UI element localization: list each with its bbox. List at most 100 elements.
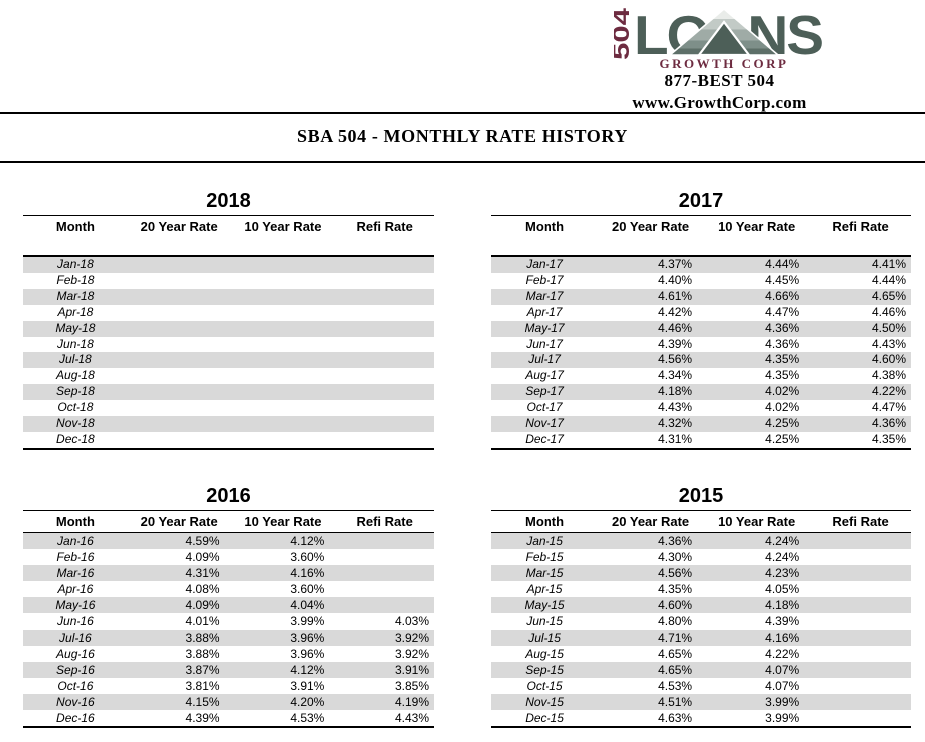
rate-cell: 4.71% — [598, 629, 704, 646]
month-cell: Mar-15 — [491, 565, 599, 582]
rate-cell: 4.65% — [810, 288, 911, 305]
column-header-10yr: 10 Year Rate — [230, 511, 336, 533]
table-row: Jul-18 — [23, 352, 434, 369]
table-row: Nov-18 — [23, 416, 434, 432]
rate-cell: 4.41% — [810, 255, 911, 273]
page-title: SBA 504 - MONTHLY RATE HISTORY — [297, 126, 628, 146]
rate-cell: 4.19% — [335, 693, 434, 711]
rate-cell — [335, 549, 434, 565]
month-cell: Apr-16 — [57, 582, 94, 597]
month-cell: Feb-15 — [525, 550, 564, 565]
month-cell: Mar-17 — [491, 288, 599, 305]
month-cell: Dec-15 — [491, 710, 599, 729]
rate-cell: 4.35% — [810, 431, 911, 450]
rate-cell — [810, 646, 911, 662]
rate-cell — [335, 368, 434, 384]
rate-table: Month 20 Year Rate 10 Year Rate Refi Rat… — [23, 216, 434, 450]
rate-cell — [231, 368, 336, 384]
month-cell: May-15 — [491, 597, 599, 614]
header-row: Month 20 Year Rate 10 Year Rate Refi Rat… — [23, 216, 434, 256]
month-cell: Jul-17 — [491, 352, 599, 369]
rate-cell: 4.36% — [703, 320, 811, 337]
rate-cell: 4.15% — [127, 693, 231, 711]
divider-line-bottom — [0, 161, 925, 163]
rate-cell — [335, 337, 434, 353]
phone-number: 877-BEST 504 — [664, 71, 775, 90]
header-row: Month 20 Year Rate 10 Year Rate Refi Rat… — [491, 511, 911, 533]
rate-cell: 4.56% — [598, 352, 704, 369]
divider-line-top — [0, 112, 925, 114]
rate-cell: 3.87% — [127, 661, 231, 678]
month-cell: Feb-16 — [56, 550, 95, 565]
rate-cell: 4.36% — [765, 336, 800, 351]
rate-cell: 4.16% — [703, 629, 811, 646]
brand-logo-block: 504 LOANS GROWTH CORP 877-BEST 504 www.G… — [602, 2, 837, 113]
month-cell: Jun-18 — [57, 336, 94, 351]
logo-504-vertical: 504 — [614, 8, 634, 60]
rate-cell: 4.46% — [871, 304, 906, 319]
rate-cell — [127, 320, 231, 337]
table-row: Mar-16 4.31% 4.16% — [23, 565, 434, 582]
rate-cell: 3.92% — [335, 629, 434, 646]
rate-cell: 4.22% — [810, 384, 911, 401]
rate-cell — [230, 416, 336, 432]
column-header-10yr: 10 Year Rate — [703, 511, 811, 533]
month-cell: May-17 — [491, 320, 599, 337]
rate-cell — [230, 431, 336, 450]
rate-cell — [810, 613, 911, 629]
rate-cell — [810, 581, 911, 597]
rate-cell — [230, 255, 336, 273]
month-cell: Dec-18 — [23, 431, 128, 450]
table-row: Jan-16 4.59% 4.12% — [23, 532, 434, 550]
rate-cell: 4.04% — [230, 597, 336, 614]
month-cell: Feb-18 — [56, 272, 95, 287]
rate-cell — [335, 320, 434, 337]
rate-cell: 4.65% — [658, 646, 693, 661]
rate-cell: 4.08% — [185, 582, 220, 597]
month-cell: Jan-15 — [491, 532, 599, 550]
rate-cell: 4.43% — [335, 710, 434, 729]
rate-table-2018: 2018 Month 20 Year Rate 10 Year Rate Ref… — [23, 190, 434, 450]
rate-cell: 4.02% — [765, 400, 800, 415]
rate-cell: 4.40% — [658, 272, 693, 287]
rate-cell: 4.16% — [230, 565, 336, 582]
rate-cell — [335, 581, 434, 597]
column-header-month: Month — [525, 219, 565, 234]
rate-cell — [335, 532, 434, 550]
month-cell: Jun-16 — [57, 614, 94, 629]
rate-cell — [810, 549, 911, 565]
rate-cell: 4.18% — [598, 384, 704, 401]
rate-cell — [810, 565, 911, 582]
rate-cell: 4.39% — [658, 336, 693, 351]
rate-cell — [335, 384, 434, 401]
rate-cell: 4.35% — [658, 582, 693, 597]
rate-cell — [230, 352, 336, 369]
rate-cell: 4.32% — [598, 416, 704, 432]
table-row: Oct-15 4.53% 4.07% — [491, 678, 911, 694]
rate-cell: 4.05% — [765, 582, 800, 597]
rate-cell: 4.34% — [658, 368, 693, 383]
month-cell: Sep-18 — [23, 384, 128, 401]
rate-cell: 4.44% — [703, 255, 811, 273]
rate-cell — [127, 416, 231, 432]
month-cell: Sep-17 — [491, 384, 599, 401]
rate-cell: 3.91% — [290, 678, 325, 693]
rate-cell: 4.07% — [703, 661, 811, 678]
month-cell: Oct-16 — [57, 678, 94, 693]
rate-cell: 4.22% — [765, 646, 800, 661]
column-header-20yr: 20 Year Rate — [612, 219, 690, 234]
rate-cell — [128, 337, 231, 353]
rate-cell: 4.47% — [871, 400, 906, 415]
month-cell: Dec-17 — [491, 431, 599, 450]
rate-cell: 4.30% — [658, 550, 693, 565]
rate-cell: 4.12% — [230, 661, 336, 678]
rate-cell — [128, 305, 231, 321]
rate-cell: 4.12% — [230, 532, 336, 550]
table-row: Dec-15 4.63% 3.99% — [491, 710, 911, 729]
header-row: Month 20 Year Rate 10 Year Rate Refi Rat… — [491, 216, 911, 256]
rate-cell: 4.60% — [598, 597, 704, 614]
rate-cell: 3.99% — [703, 710, 811, 729]
rate-cell — [335, 416, 434, 432]
month-cell: Sep-15 — [491, 661, 599, 678]
table-row: Feb-18 — [23, 273, 434, 289]
